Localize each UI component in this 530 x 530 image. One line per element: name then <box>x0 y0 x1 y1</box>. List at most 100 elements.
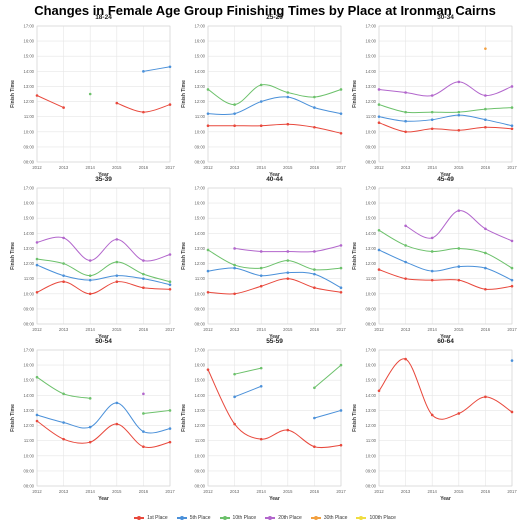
data-point <box>404 277 407 280</box>
panel-25-29: 25-29 08:00 09:00 10:00 11:00 12:00 13:00 14:00… <box>181 14 346 178</box>
data-point <box>404 119 407 123</box>
x-tick-label: 2017 <box>165 165 175 170</box>
x-tick-label: 2014 <box>428 489 438 494</box>
data-point <box>259 384 263 388</box>
x-axis-label: Year <box>98 496 109 502</box>
x-tick-label: 2012 <box>32 327 42 332</box>
x-tick-label: 2012 <box>203 165 213 170</box>
y-tick-label: 17:00 <box>195 186 206 191</box>
data-point <box>339 443 343 447</box>
series-line <box>378 269 513 290</box>
y-tick-label: 16:00 <box>366 39 377 44</box>
data-point <box>168 287 172 291</box>
data-point <box>313 268 316 271</box>
data-point <box>88 92 92 96</box>
y-axis-label: Finish Time <box>181 404 187 432</box>
x-tick-label: 2017 <box>507 165 517 170</box>
y-tick-label: 15:00 <box>24 216 35 221</box>
data-point <box>62 236 65 240</box>
y-tick-label: 14:00 <box>24 393 35 398</box>
data-point <box>168 440 172 444</box>
x-tick-label: 2016 <box>481 165 491 170</box>
series-line <box>378 358 513 420</box>
y-tick-label: 12:00 <box>366 261 377 266</box>
x-tick-label: 2013 <box>230 489 240 494</box>
y-tick-label: 15:00 <box>24 378 35 383</box>
data-point <box>259 124 263 128</box>
y-tick-label: 12:00 <box>366 99 377 104</box>
data-point <box>259 100 263 103</box>
data-point <box>142 286 145 290</box>
y-tick-label: 12:00 <box>24 261 35 266</box>
y-tick-label: 13:00 <box>24 84 35 89</box>
x-axis-label: Year <box>98 172 109 178</box>
data-point <box>206 290 210 294</box>
data-point <box>62 421 65 424</box>
y-tick-label: 11:00 <box>24 276 35 281</box>
data-point <box>377 115 381 118</box>
data-point <box>35 413 39 417</box>
data-point <box>313 445 316 449</box>
y-tick-label: 08:00 <box>24 484 35 489</box>
panel-title: 40-44 <box>266 176 283 183</box>
x-tick-label: 2017 <box>336 489 346 494</box>
data-point <box>168 283 172 287</box>
y-tick-label: 10:00 <box>24 129 35 134</box>
x-tick-label: 2013 <box>59 327 69 332</box>
y-tick-label: 12:00 <box>195 261 206 266</box>
data-point <box>377 121 381 125</box>
panel-title: 55-59 <box>266 338 283 345</box>
y-tick-label: 11:00 <box>195 438 206 443</box>
x-axis-label: Year <box>440 172 451 178</box>
legend-label: 5th Place <box>189 515 211 521</box>
x-tick-label: 2016 <box>139 489 149 494</box>
x-tick-label: 2015 <box>454 327 464 332</box>
data-point <box>142 259 145 262</box>
data-point <box>510 106 514 109</box>
data-point <box>313 386 316 390</box>
y-tick-label: 12:00 <box>24 99 35 104</box>
plot-frame <box>207 187 342 325</box>
data-point <box>35 419 39 423</box>
series-line <box>36 264 171 286</box>
legend-item: 1st Place <box>134 515 168 521</box>
data-point <box>115 401 119 405</box>
series-line <box>207 249 342 271</box>
data-point <box>430 94 434 97</box>
data-point <box>206 124 210 128</box>
data-point <box>457 80 461 84</box>
x-tick-label: 2017 <box>165 327 175 332</box>
y-tick-label: 14:00 <box>195 393 206 398</box>
y-tick-label: 09:00 <box>366 468 377 473</box>
y-tick-label: 15:00 <box>366 54 377 59</box>
legend-item: 20th Place <box>265 515 302 521</box>
data-point <box>142 430 145 433</box>
data-point <box>377 88 381 91</box>
data-point <box>457 128 461 132</box>
series-line <box>378 81 513 97</box>
x-tick-label: 2016 <box>310 327 320 332</box>
data-point <box>35 263 39 267</box>
data-point <box>404 357 407 361</box>
data-point <box>339 88 343 91</box>
y-tick-label: 15:00 <box>366 378 377 383</box>
data-point <box>62 280 65 283</box>
y-tick-label: 09:00 <box>195 306 206 311</box>
data-point <box>430 413 434 417</box>
data-point <box>457 412 461 415</box>
data-point <box>313 286 316 290</box>
series-line <box>207 369 342 449</box>
data-point <box>510 266 514 270</box>
y-tick-label: 16:00 <box>24 201 35 206</box>
y-tick-label: 16:00 <box>24 363 35 368</box>
x-tick-label: 2015 <box>112 165 122 170</box>
series-line <box>208 123 342 134</box>
x-tick-label: 2013 <box>230 327 240 332</box>
data-point <box>404 260 407 264</box>
y-tick-label: 17:00 <box>366 348 377 353</box>
data-point <box>339 363 343 367</box>
y-tick-label: 14:00 <box>195 231 206 236</box>
y-tick-label: 12:00 <box>366 423 377 428</box>
data-point <box>88 292 92 296</box>
x-axis-label: Year <box>98 334 109 340</box>
